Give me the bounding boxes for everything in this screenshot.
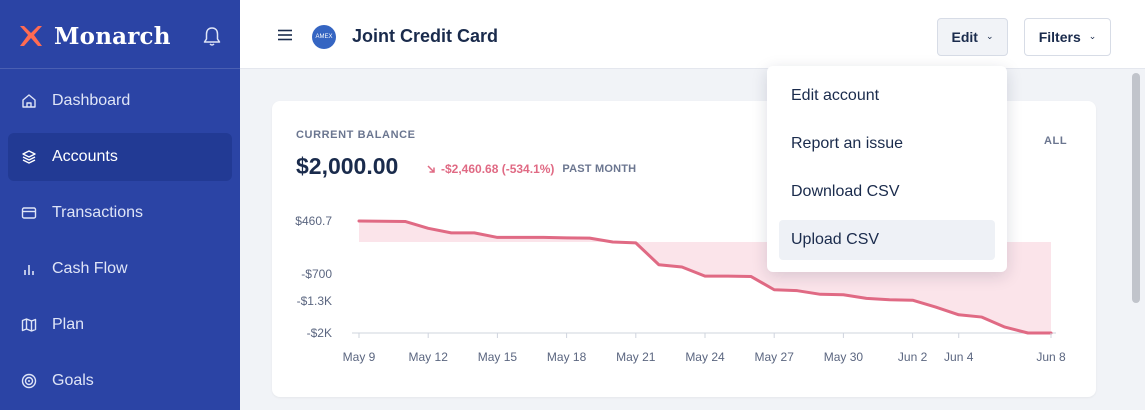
sidebar: Monarch Dashboard Accounts Transactions …: [0, 0, 240, 410]
balance-change-value: -$2,460.68 (-534.1%): [441, 162, 555, 176]
menu-item-report-issue[interactable]: Report an issue: [791, 135, 904, 152]
menu-item-download-csv[interactable]: Download CSV: [791, 183, 900, 200]
x-tick-label: May 18: [547, 350, 587, 364]
y-tick-label: -$1.3K: [297, 294, 332, 308]
card-icon: [20, 204, 38, 222]
sidebar-item-label: Dashboard: [52, 92, 131, 109]
bell-icon[interactable]: [202, 25, 222, 47]
x-tick-label: May 27: [755, 350, 795, 364]
y-tick-label: -$2K: [307, 326, 332, 340]
account-logo-text: AMEX: [315, 34, 333, 40]
map-icon: [20, 316, 38, 334]
brand[interactable]: Monarch: [18, 20, 171, 52]
x-tick-label: May 9: [343, 350, 376, 364]
x-tick-label: May 21: [616, 350, 656, 364]
scrollbar-thumb[interactable]: [1132, 73, 1140, 303]
x-tick-label: Jun 8: [1036, 350, 1066, 364]
current-balance-value: $2,000.00: [296, 153, 399, 179]
balance-line: [357, 219, 1053, 335]
page-title: Joint Credit Card: [352, 26, 499, 46]
bar-chart-icon: [20, 260, 38, 278]
x-tick-label: Jun 4: [944, 350, 974, 364]
monarch-logo-icon: [20, 26, 42, 46]
sidebar-item-accounts[interactable]: Accounts: [8, 133, 232, 181]
layers-icon: [20, 148, 38, 166]
sidebar-item-label: Accounts: [52, 148, 118, 165]
balance-period: PAST MONTH: [562, 163, 637, 175]
x-tick-label: May 24: [685, 350, 725, 364]
brand-name: Monarch: [54, 22, 171, 50]
x-tick-label: May 15: [478, 350, 518, 364]
chevron-down-icon: ⌄: [1088, 30, 1097, 41]
balance-change: -$2,460.68 (-534.1%) PAST MONTH: [426, 162, 636, 176]
sidebar-item-plan[interactable]: Plan: [8, 301, 232, 349]
sidebar-item-label: Transactions: [52, 204, 143, 221]
edit-button[interactable]: Edit ⌄: [937, 18, 1008, 56]
top-bar: AMEX Joint Credit Card Edit ⌄ Filters ⌄: [240, 0, 1145, 69]
x-tick-label: May 30: [824, 350, 864, 364]
edit-button-label: Edit: [951, 29, 978, 45]
y-tick-label: -$700: [301, 267, 332, 281]
x-tick-label: May 12: [409, 350, 449, 364]
sidebar-item-goals[interactable]: Goals: [8, 357, 232, 405]
home-icon: [20, 92, 38, 110]
edit-dropdown-menu: Edit account Report an issue Download CS…: [767, 66, 1007, 272]
arrow-down-right-icon: [427, 165, 435, 173]
account-logo: AMEX: [312, 25, 336, 49]
filters-button-label: Filters: [1038, 29, 1081, 45]
sidebar-item-dashboard[interactable]: Dashboard: [8, 77, 232, 125]
sidebar-item-label: Cash Flow: [52, 260, 128, 277]
scrollbar[interactable]: [1129, 69, 1143, 410]
menu-item-edit-account[interactable]: Edit account: [791, 87, 880, 104]
x-tick-label: Jun 2: [898, 350, 928, 364]
menu-item-upload-csv[interactable]: Upload CSV: [779, 220, 995, 260]
target-icon: [20, 372, 38, 390]
range-all-tab[interactable]: ALL: [1044, 135, 1068, 147]
chevron-down-icon: ⌄: [985, 30, 994, 41]
filters-button[interactable]: Filters ⌄: [1024, 18, 1111, 56]
current-balance-label: CURRENT BALANCE: [296, 129, 416, 141]
y-tick-label: $460.7: [295, 214, 332, 228]
sidebar-item-label: Plan: [52, 316, 85, 333]
sidebar-item-label: Goals: [52, 372, 94, 389]
hamburger-menu-icon[interactable]: [278, 29, 292, 41]
sidebar-item-cash-flow[interactable]: Cash Flow: [8, 245, 232, 293]
sidebar-divider: [0, 68, 240, 69]
sidebar-item-transactions[interactable]: Transactions: [8, 189, 232, 237]
